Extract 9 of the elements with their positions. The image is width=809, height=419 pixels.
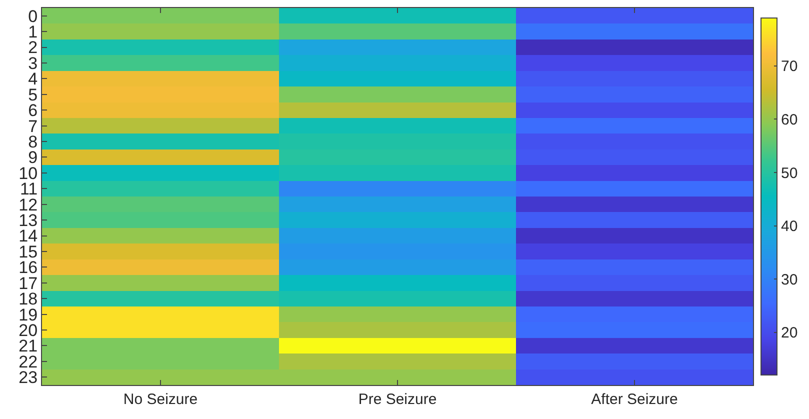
color-bar-label: 60	[781, 111, 798, 128]
x-tick-label: Pre Seizure	[358, 391, 437, 408]
color-bar-label: 20	[781, 324, 798, 342]
color-bar-label: 50	[781, 164, 798, 182]
x-tick-label: No Seizure	[123, 391, 198, 408]
color-bar-label: 70	[781, 58, 798, 76]
x-tick-label: After Seizure	[591, 391, 678, 408]
color-bar-label: 40	[781, 218, 798, 236]
color-bar-label: 30	[781, 271, 798, 288]
